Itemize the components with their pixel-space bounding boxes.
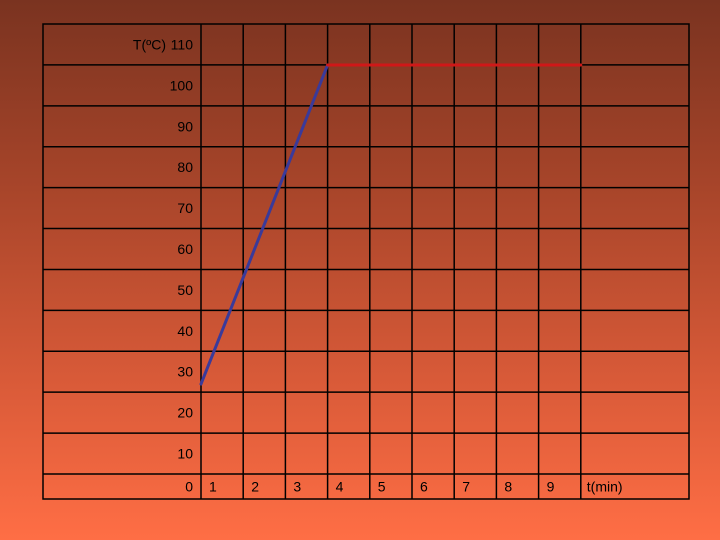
- x-tick-label: 1: [209, 479, 217, 495]
- x-tick-label: 8: [504, 479, 512, 495]
- x-tick-label: 2: [251, 479, 259, 495]
- y-tick-label: 40: [177, 323, 193, 339]
- grid-border: [42, 23, 690, 500]
- chart-grid: [42, 23, 690, 500]
- y-tick-label: 30: [177, 364, 193, 380]
- y-axis-label: T(ºC): [133, 36, 166, 52]
- chart-series: [199, 63, 583, 386]
- x-tick-label: 6: [420, 479, 428, 495]
- x-tick-label: 9: [547, 479, 555, 495]
- series-line: [199, 63, 330, 386]
- y-tick-label: 50: [177, 282, 193, 298]
- x-tick-label: 5: [378, 479, 386, 495]
- y-tick-label: 80: [177, 159, 193, 175]
- y-tick-label: 20: [177, 405, 193, 421]
- y-tick-label: 10: [177, 446, 193, 462]
- x-tick-label: 3: [293, 479, 301, 495]
- y-tick-label: 90: [177, 118, 193, 134]
- x-axis-label: t(min): [587, 479, 623, 495]
- y-tick-label: 70: [177, 200, 193, 216]
- y-tick-label: 100: [170, 77, 194, 93]
- y-tick-label: 110: [171, 36, 194, 52]
- x-tick-label: 4: [336, 479, 344, 495]
- y-tick-label: 0: [185, 479, 193, 495]
- x-tick-label: 7: [462, 479, 470, 495]
- y-tick-label: 60: [177, 241, 193, 257]
